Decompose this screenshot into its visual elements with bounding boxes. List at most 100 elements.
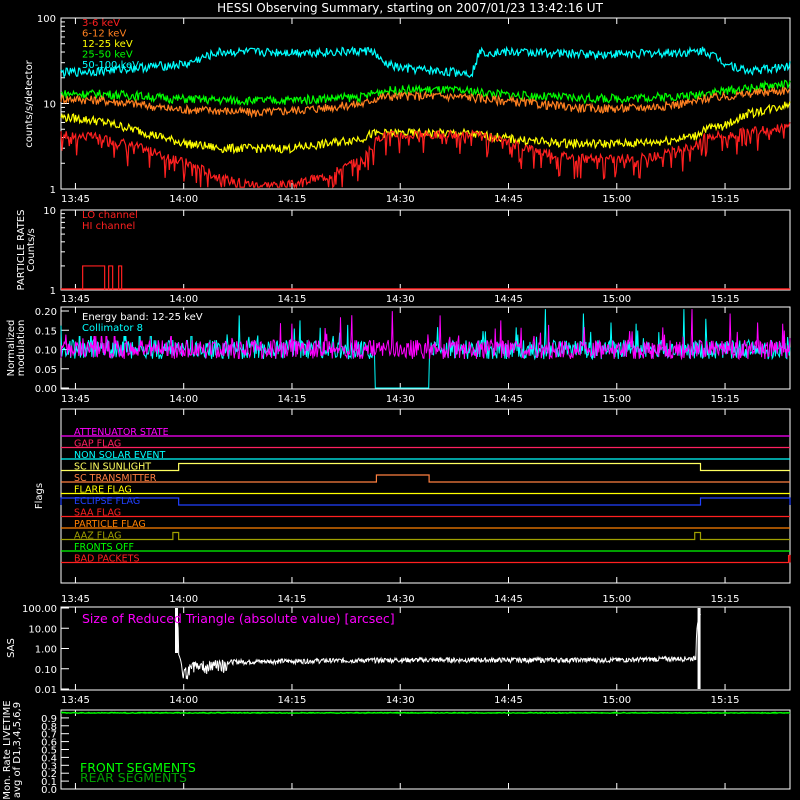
legend-rear-segments: REAR SEGMENTS bbox=[80, 770, 187, 785]
modulation-ytick-label: 0.00 bbox=[35, 384, 57, 395]
hi-channel-line bbox=[82, 265, 123, 290]
sas-panel-xtick-label: 14:45 bbox=[494, 695, 523, 706]
flags-panel-xtick-label: 14:00 bbox=[169, 594, 198, 605]
modulation-legend-bg bbox=[78, 310, 210, 336]
count-rate-panel-xtick-label: 15:00 bbox=[602, 194, 631, 205]
modulation-panel-xtick-label: 15:15 bbox=[711, 394, 740, 405]
count-rate-ytick-label: 10 bbox=[43, 100, 56, 111]
particle-panel-frame bbox=[60, 209, 791, 291]
sas-ytick-label: 100.00 bbox=[22, 604, 57, 615]
count-rate-panel-xtick-label: 14:30 bbox=[386, 194, 415, 205]
livetime-ylabel: Mon. Rate LIVETIME bbox=[2, 700, 13, 799]
flag-label-particle-flag: PARTICLE FLAG bbox=[74, 519, 146, 530]
particle-panel-xtick-label: 15:00 bbox=[602, 294, 631, 305]
flag-label-eclipse-flag: ECLIPSE FLAG bbox=[74, 496, 140, 507]
particle-panel-xtick-label: 14:00 bbox=[169, 294, 198, 305]
count-rate-panel-xtick-label: 14:15 bbox=[278, 194, 307, 205]
modulation-ylabel: Normalized bbox=[6, 320, 17, 377]
livetime-ytick-label: 0.5 bbox=[41, 746, 57, 757]
modulation-panel-xtick-label: 14:45 bbox=[494, 394, 523, 405]
flags-panel-xtick-label: 14:45 bbox=[494, 594, 523, 605]
flag-label-aaz-flag: AAZ FLAG bbox=[74, 531, 121, 542]
series-12-25-line bbox=[60, 101, 791, 155]
flag-line-sc-transmitter bbox=[61, 474, 790, 483]
sas-panel-xtick-label: 14:15 bbox=[278, 695, 307, 706]
livetime-ytick-label: 0.6 bbox=[41, 738, 57, 749]
particle-panel-xtick-label: 15:15 bbox=[711, 294, 740, 305]
legend-6-12: 6-12 keV bbox=[82, 29, 126, 40]
front-segments-line bbox=[61, 711, 791, 714]
flag-label-fronts-off: FRONTS OFF bbox=[74, 542, 134, 553]
flag-label-saa-flag: SAA FLAG bbox=[74, 508, 121, 519]
legend-12-25: 12-25 keV bbox=[82, 39, 133, 50]
flag-line-bad-packets bbox=[61, 554, 791, 564]
count-rate-panel-xtick-label: 14:00 bbox=[169, 194, 198, 205]
particle-ylabel: PARTICLE RATES bbox=[16, 210, 27, 291]
figure-title: HESSI Observing Summary, starting on 200… bbox=[217, 1, 603, 15]
flag-label-attenuator-state: ATTENUATOR STATE bbox=[74, 427, 169, 438]
modulation-panel-xtick-label: 13:45 bbox=[61, 394, 90, 405]
sas-ytick-label: 1.00 bbox=[35, 645, 57, 656]
flag-line-sc-in-sunlight bbox=[61, 462, 790, 472]
livetime-ytick-label: 0.0 bbox=[41, 785, 57, 796]
livetime-ytick-label: 0.1 bbox=[41, 777, 57, 788]
livetime-ytick-label: 0.7 bbox=[41, 730, 57, 741]
particle-panel-xtick-label: 14:15 bbox=[278, 294, 307, 305]
legend-front-segments: FRONT SEGMENTS bbox=[80, 760, 196, 775]
flag-line-eclipse-flag bbox=[60, 497, 791, 506]
livetime-ytick-label: 0.9 bbox=[41, 714, 57, 725]
legend-sas-triangle: Size of Reduced Triangle (absolute value… bbox=[82, 611, 395, 626]
series-3-6-line bbox=[60, 122, 791, 190]
sas-ytick-label: 0.10 bbox=[35, 665, 57, 676]
series-25-50-line bbox=[60, 79, 791, 107]
legend-25-50: 25-50 keV bbox=[82, 50, 133, 61]
flags-panel-xtick-label: 15:15 bbox=[711, 594, 740, 605]
particle-panel-xtick-label: 13:45 bbox=[61, 294, 90, 305]
flag-label-sc-in-sunlight: SC IN SUNLIGHT bbox=[74, 462, 151, 473]
flag-label-bad-packets: BAD PACKETS bbox=[74, 554, 140, 565]
livetime-ytick-label: 0.4 bbox=[41, 753, 57, 764]
particle-panel-xtick-label: 14:30 bbox=[386, 294, 415, 305]
particle-panel-xtick-label: 14:45 bbox=[494, 294, 523, 305]
livetime-ytick-label: 0.2 bbox=[41, 769, 57, 780]
sas-panel-xtick-label: 15:00 bbox=[602, 695, 631, 706]
modulation-panel-xtick-label: 15:00 bbox=[602, 394, 631, 405]
flag-label-flare-flag: FLARE FLAG bbox=[74, 485, 132, 496]
count-rate-panel-xtick-label: 13:45 bbox=[61, 194, 90, 205]
count-rate-ylabel: counts/s/detector bbox=[24, 59, 35, 147]
flags-panel-xtick-label: 14:15 bbox=[278, 594, 307, 605]
series-50-100-line bbox=[60, 45, 791, 79]
livetime-ytick-label: 0.3 bbox=[41, 761, 57, 772]
sas-panel-xtick-label: 15:15 bbox=[711, 695, 740, 706]
flag-label-sc-transmitter: SC TRANSMITTER bbox=[74, 473, 157, 484]
panels: 13:45 14:00 14:15 14:30 14:45 15:00 15:1511010… bbox=[2, 14, 791, 800]
legend-lo-channel: LO channel bbox=[82, 210, 138, 221]
collimator-8-line bbox=[60, 309, 791, 389]
flags-panel-xtick-label: 14:30 bbox=[386, 594, 415, 605]
sas-triangle-line bbox=[175, 613, 701, 680]
flag-label-gap-flag: GAP FLAG bbox=[74, 439, 121, 450]
flags-ylabel: Flags bbox=[34, 483, 45, 509]
sas-ytick-label: 0.01 bbox=[35, 685, 57, 696]
modulation-ytick-label: 0.15 bbox=[35, 326, 57, 337]
modulation-panel-xtick-label: 14:00 bbox=[169, 394, 198, 405]
legend-hi-channel: HI channel bbox=[82, 221, 135, 232]
particle-ylabel: Counts/s bbox=[26, 228, 37, 272]
sas-ytick-label: 10.00 bbox=[28, 624, 57, 635]
count-rate-panel-xtick-label: 15:15 bbox=[711, 194, 740, 205]
modulation-ytick-label: 0.05 bbox=[35, 365, 57, 376]
modulation-ytick-label: 0.20 bbox=[35, 307, 57, 318]
sas-panel-xtick-label: 14:30 bbox=[386, 695, 415, 706]
modulation-ylabel: modulation bbox=[16, 320, 27, 377]
legend-3-6: 3-6 keV bbox=[82, 18, 120, 29]
flags-panel-xtick-label: 15:00 bbox=[602, 594, 631, 605]
particle-ytick-label: 1 bbox=[50, 286, 56, 297]
count-rate-ytick-label: 100 bbox=[37, 14, 56, 25]
series-6-12-line bbox=[60, 86, 791, 119]
sas-panel-xtick-label: 13:45 bbox=[61, 695, 90, 706]
modulation-ytick-label: 0.10 bbox=[35, 346, 57, 357]
flag-line-aaz-flag bbox=[61, 531, 790, 541]
legend-energy-band: Energy band: 12-25 keV bbox=[82, 312, 203, 323]
count-rate-ytick-label: 1 bbox=[50, 185, 56, 196]
